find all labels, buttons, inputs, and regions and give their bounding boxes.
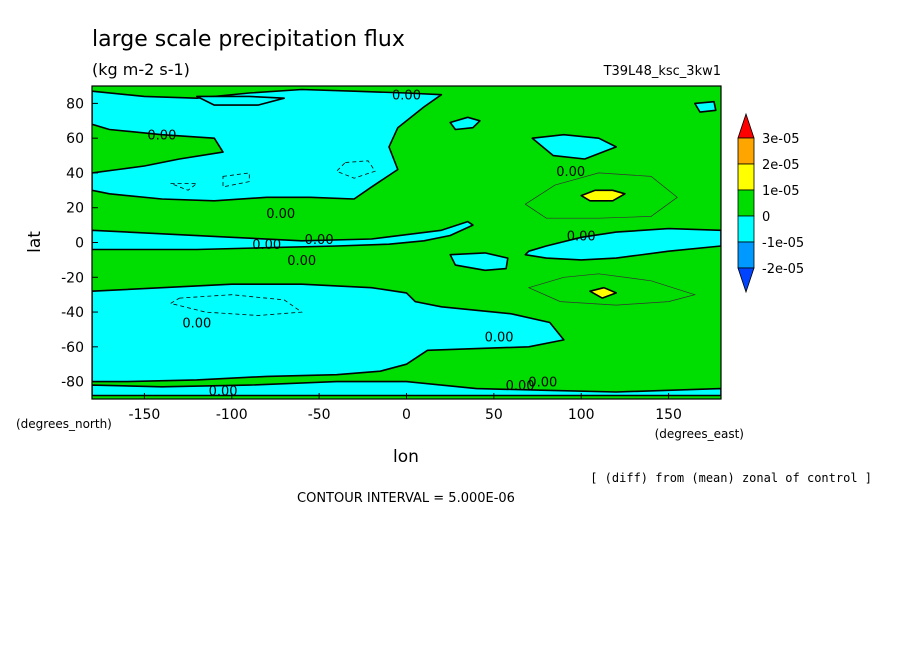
legend-box-5	[737, 241, 755, 269]
y-tick-label: -80	[61, 375, 84, 391]
x-tick-label: -50	[308, 407, 331, 423]
run-label: T39L48_ksc_3kw1	[603, 64, 721, 79]
contour-label-0: 0.00	[392, 89, 421, 104]
legend-box-4	[737, 215, 755, 243]
contour-label-5: 0.00	[287, 254, 316, 269]
contour-label-1: 0.00	[147, 129, 176, 144]
y-tick-label: -60	[61, 340, 84, 356]
x-tick-label: -150	[129, 407, 161, 423]
region-negative-1	[92, 220, 474, 251]
region-negative-9	[693, 100, 717, 113]
thin-contour-0	[524, 172, 678, 219]
x-tick-label: 150	[655, 407, 682, 423]
region-negative-4	[524, 227, 721, 261]
legend-label: 2e-05	[762, 158, 800, 173]
contour-label-4: 0.00	[252, 238, 281, 253]
y-tick-label: 0	[75, 236, 84, 252]
legend-label: -1e-05	[762, 236, 804, 251]
region-negative-6	[196, 95, 286, 106]
contour-label-3: 0.00	[305, 233, 334, 248]
shaded-regions	[92, 88, 721, 397]
dashed-contour-0	[335, 160, 376, 179]
color-legend: 3e-05 2e-05 1e-05 0 -1e-05 -2e-05	[737, 112, 804, 294]
chart-subtitle: (kg m-2 s-1)	[92, 60, 190, 79]
contour-label-8: 0.00	[556, 165, 585, 180]
y-tick-label: 80	[66, 96, 84, 112]
x-axis-label: lon	[393, 447, 419, 467]
y-tick-label: -40	[61, 305, 84, 321]
y-tick-label: -20	[61, 270, 84, 286]
legend-box-2	[737, 163, 755, 191]
x-tick-label: 100	[568, 407, 595, 423]
x-unit-label: (degrees_east)	[655, 427, 744, 441]
region-negative-7	[449, 116, 481, 131]
y-tick-label: 40	[66, 166, 84, 182]
region-positive-11	[589, 286, 618, 299]
region-negative-0	[92, 88, 443, 202]
thin-contour-1	[527, 273, 697, 306]
legend-label: 0	[762, 210, 770, 225]
negative-contours	[169, 160, 376, 316]
legend-box-1	[737, 137, 755, 165]
region-positive-10	[580, 189, 626, 202]
x-tick-label: 50	[485, 407, 503, 423]
x-tick-label: -100	[216, 407, 248, 423]
region-negative-2	[92, 283, 565, 383]
x-axis-ticks: -150 -100 -50 0 50 100 150	[129, 393, 682, 423]
y-tick-label: 60	[66, 131, 84, 147]
x-tick-label: 0	[402, 407, 411, 423]
dashed-contour-3	[169, 294, 303, 316]
region-negative-5	[449, 252, 509, 272]
y-axis-label: lat	[25, 231, 45, 253]
legend-arrow-top	[737, 112, 755, 139]
contour-labels: 0.000.000.000.000.000.000.000.000.000.00…	[147, 89, 596, 399]
chart-title: large scale precipitation flux	[92, 27, 405, 52]
contour-label-6: 0.00	[182, 316, 211, 331]
legend-label: 3e-05	[762, 132, 800, 147]
positive-contours	[524, 172, 697, 306]
y-tick-label: 20	[66, 201, 84, 217]
contour-label-10: 0.00	[209, 384, 238, 399]
dashed-contour-1	[222, 172, 250, 188]
contour-label-11: 0.00	[506, 379, 535, 394]
comparison-note: [ (diff) from (mean) zonal of control ]	[590, 471, 872, 485]
dashed-contour-2	[170, 182, 198, 191]
legend-box-3	[737, 189, 755, 217]
region-negative-3	[92, 380, 721, 397]
legend-arrow-bottom	[737, 267, 755, 294]
legend-label: 1e-05	[762, 184, 800, 199]
contour-label-2: 0.00	[266, 207, 295, 222]
legend-label: -2e-05	[762, 262, 804, 277]
y-unit-label: (degrees_north)	[16, 417, 112, 431]
region-negative-8	[531, 133, 618, 160]
y-axis-ticks: 80 60 40 20 0 -20 -40 -60 -80	[61, 96, 98, 391]
contour-label-9: 0.00	[567, 230, 596, 245]
contour-label-12: 0.00	[528, 376, 557, 391]
contour-interval: CONTOUR INTERVAL = 5.000E-06	[297, 491, 515, 506]
contour-label-7: 0.00	[485, 330, 514, 345]
